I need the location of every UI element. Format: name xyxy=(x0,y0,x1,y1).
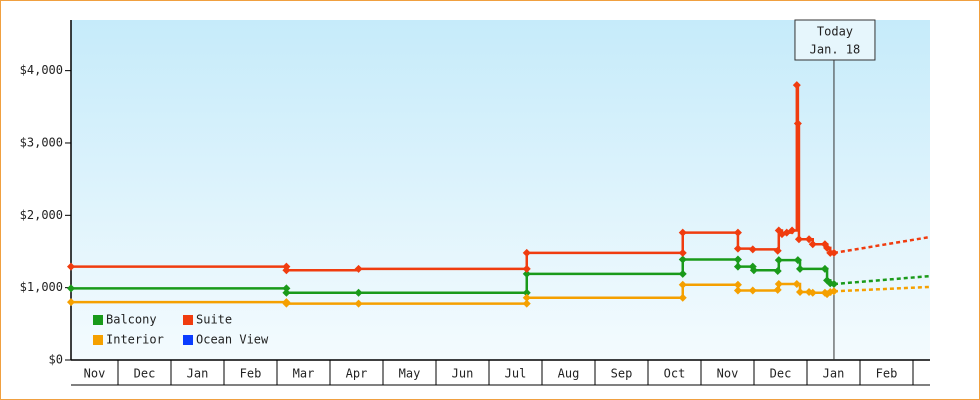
point xyxy=(788,226,797,235)
today-label: Today xyxy=(817,25,853,39)
forecast-line xyxy=(833,235,931,255)
x-tick-label: Apr xyxy=(346,367,368,381)
legend-label: Balcony xyxy=(106,313,157,327)
x-tick-label: Feb xyxy=(876,367,898,381)
point xyxy=(282,266,291,275)
point xyxy=(796,264,805,273)
point xyxy=(678,269,687,278)
point xyxy=(678,293,687,302)
point xyxy=(522,299,531,308)
point xyxy=(354,288,363,297)
x-tick-label: Oct xyxy=(664,367,686,381)
y-tick-label: $2,000 xyxy=(20,208,63,222)
x-tick-label: Feb xyxy=(240,367,262,381)
x-tick-label: Sep xyxy=(611,367,633,381)
point xyxy=(808,288,817,297)
point xyxy=(793,256,802,265)
today-label: Jan. 18 xyxy=(810,43,861,57)
point xyxy=(67,262,75,271)
legend-label: Suite xyxy=(196,313,232,327)
point xyxy=(522,248,531,257)
point xyxy=(282,288,291,297)
y-tick-label: $0 xyxy=(49,353,63,367)
point xyxy=(792,81,801,90)
point xyxy=(773,267,782,276)
plot-area xyxy=(71,20,930,360)
point xyxy=(773,246,782,255)
x-tick-label: May xyxy=(399,367,421,381)
y-tick-label: $4,000 xyxy=(20,63,63,77)
point xyxy=(733,286,742,295)
point xyxy=(522,269,531,278)
x-tick-label: Dec xyxy=(770,367,792,381)
point xyxy=(820,264,829,273)
today-box xyxy=(794,19,876,61)
x-tick-label: Nov xyxy=(717,367,739,381)
point xyxy=(774,280,783,289)
point xyxy=(678,255,687,264)
legend-swatch xyxy=(93,335,103,345)
legend-swatch xyxy=(183,335,193,345)
x-tick-label: Nov xyxy=(84,367,106,381)
point xyxy=(774,256,783,265)
x-tick-label: Jun xyxy=(452,367,474,381)
x-tick-label: Jan xyxy=(823,367,845,381)
point xyxy=(796,288,805,296)
point xyxy=(749,266,758,275)
x-tick-label: Aug xyxy=(558,367,580,381)
x-tick-label: Jul xyxy=(505,367,527,381)
point xyxy=(808,240,817,249)
point xyxy=(823,243,832,252)
point xyxy=(67,298,75,307)
point xyxy=(282,299,291,308)
point xyxy=(733,255,742,264)
forecast-line xyxy=(833,285,931,293)
point xyxy=(282,284,291,293)
point xyxy=(733,262,742,271)
point xyxy=(792,280,801,289)
point xyxy=(522,293,531,302)
x-tick-label: Jan xyxy=(187,367,209,381)
x-tick-label: Dec xyxy=(134,367,156,381)
y-tick-label: $3,000 xyxy=(20,135,63,149)
point xyxy=(522,288,531,297)
forecast-line xyxy=(833,274,931,286)
point xyxy=(678,248,687,257)
point xyxy=(793,119,802,128)
y-tick-label: $1,000 xyxy=(20,280,63,294)
point xyxy=(678,280,687,289)
x-tick-label: Mar xyxy=(293,367,315,381)
point xyxy=(733,228,742,237)
legend-swatch xyxy=(93,315,103,325)
point xyxy=(733,244,742,253)
legend-label: Ocean View xyxy=(196,333,269,347)
point xyxy=(522,264,531,273)
point xyxy=(794,235,803,244)
point xyxy=(354,299,363,308)
point xyxy=(748,286,757,295)
point xyxy=(748,245,757,254)
legend-swatch xyxy=(183,315,193,325)
point xyxy=(773,285,782,294)
legend-label: Interior xyxy=(106,333,164,347)
point xyxy=(805,235,814,244)
point xyxy=(678,228,687,237)
point xyxy=(354,264,363,273)
point xyxy=(733,280,742,289)
point xyxy=(67,284,75,293)
